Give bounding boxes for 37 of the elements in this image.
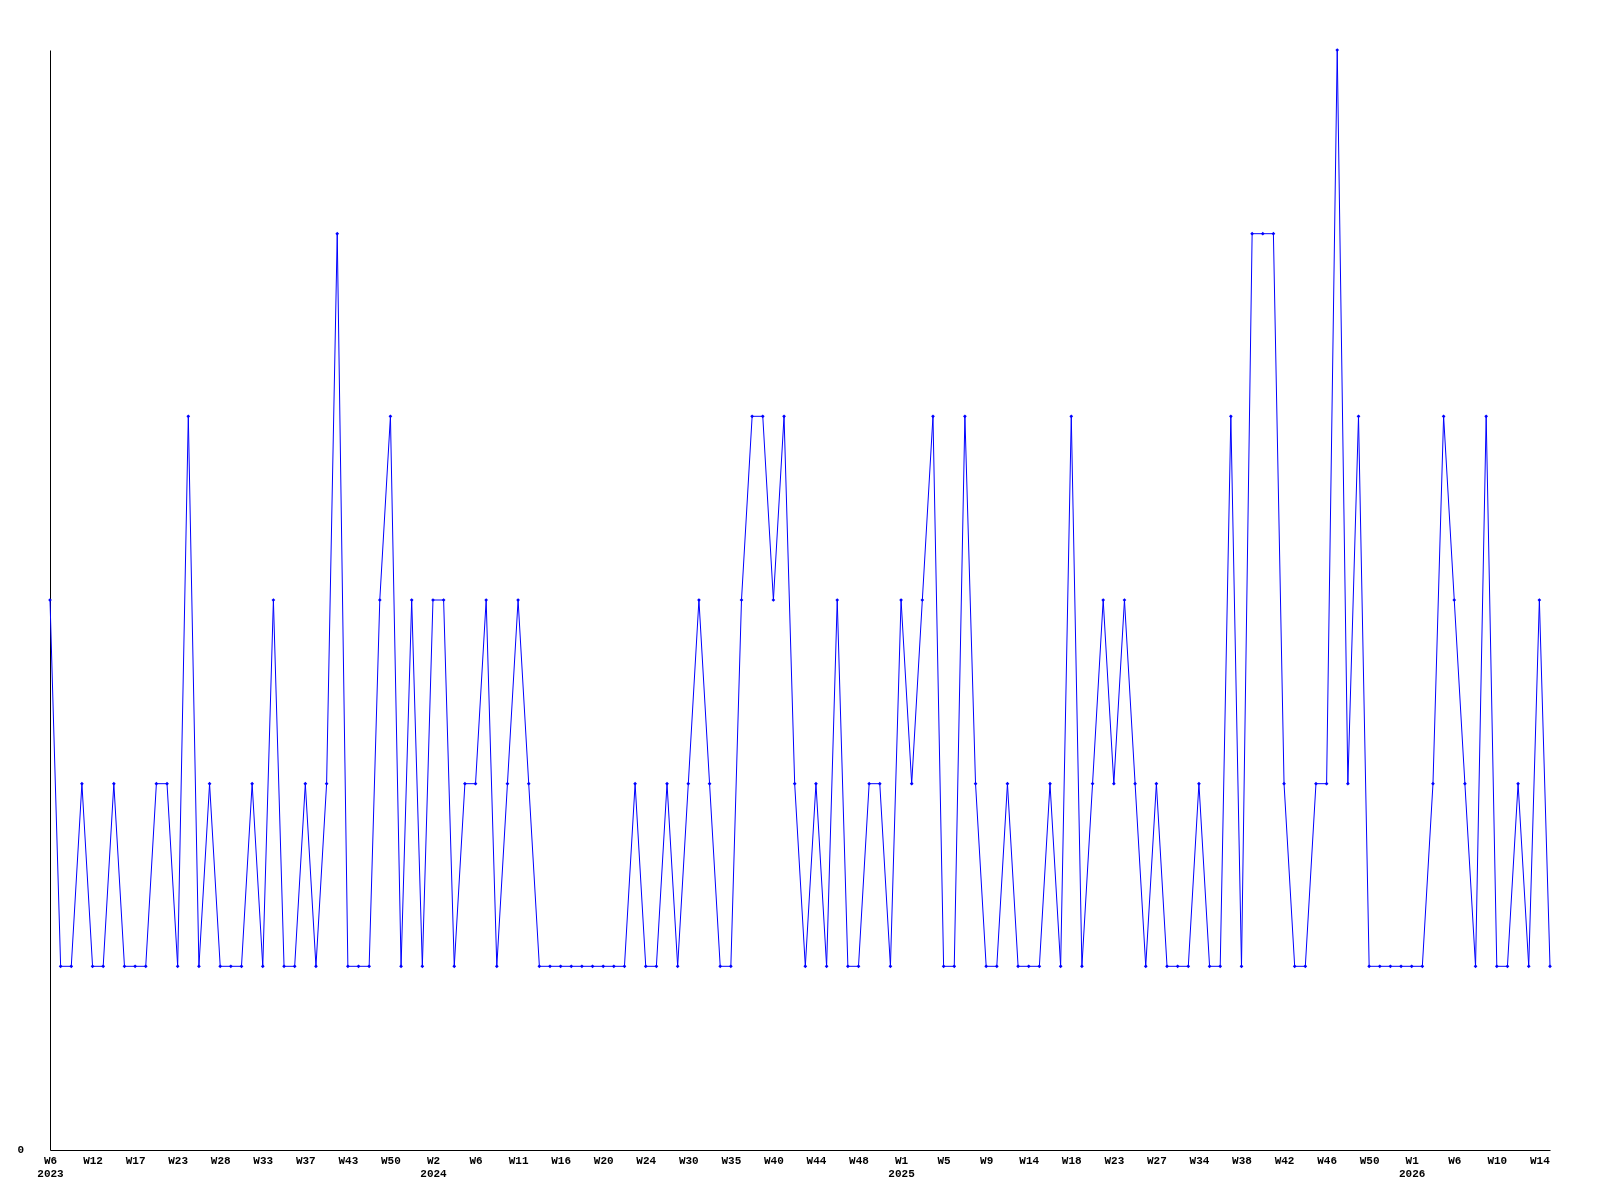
x-tick-label: W10 bbox=[1487, 1154, 1508, 1167]
x-tick-label: W38 bbox=[1232, 1154, 1253, 1167]
x-tick-label: W23 bbox=[168, 1154, 189, 1167]
x-tick-label: W1 2026 bbox=[1399, 1154, 1426, 1180]
x-tick-label: W50 bbox=[1359, 1154, 1380, 1167]
x-tick-label: W28 bbox=[210, 1154, 232, 1167]
x-tick-label: W14 bbox=[1019, 1154, 1040, 1167]
x-tick-label: W5 bbox=[937, 1154, 952, 1167]
x-tick-label: W48 bbox=[849, 1154, 870, 1167]
text: 0 bbox=[17, 1144, 24, 1156]
x-tick-label: W23 bbox=[1104, 1154, 1125, 1167]
x-tick-label: W44 bbox=[806, 1154, 827, 1167]
x-tick-label: W46 bbox=[1317, 1154, 1337, 1167]
x-tick-label: W11 bbox=[508, 1154, 529, 1167]
x-tick-label: W30 bbox=[678, 1154, 699, 1167]
x-tick-label: W24 bbox=[636, 1154, 657, 1167]
x-tick-label: W6 bbox=[469, 1154, 483, 1167]
x-tick-label: W34 bbox=[1189, 1154, 1210, 1167]
x-tick-label: W18 bbox=[1061, 1154, 1083, 1167]
x-tick-label: W27 bbox=[1146, 1154, 1167, 1167]
x-tick-label: W33 bbox=[253, 1154, 274, 1167]
x-tick-label: W6 bbox=[1448, 1154, 1462, 1167]
x-tick-label: W20 bbox=[593, 1154, 614, 1167]
x-tick-label: W40 bbox=[764, 1154, 784, 1167]
x-tick-label: W37 bbox=[295, 1154, 316, 1167]
x-tick-label: W43 bbox=[338, 1154, 359, 1167]
x-tick-label: W42 bbox=[1274, 1154, 1295, 1167]
x-tick-label: W9 bbox=[980, 1154, 994, 1167]
x-tick-label: W12 bbox=[83, 1154, 103, 1167]
x-tick-label: W35 bbox=[721, 1154, 742, 1167]
x-tick-label: W16 bbox=[551, 1154, 572, 1167]
x-tick-label: W2 2024 bbox=[420, 1154, 448, 1180]
x-tick-label: W14 bbox=[1529, 1154, 1551, 1167]
x-tick-label: W1 2025 bbox=[888, 1154, 916, 1180]
x-tick-label: W50 bbox=[381, 1154, 401, 1167]
x-tick-label: W6 2023 bbox=[37, 1154, 65, 1180]
x-tick-label: W17 bbox=[125, 1154, 146, 1167]
